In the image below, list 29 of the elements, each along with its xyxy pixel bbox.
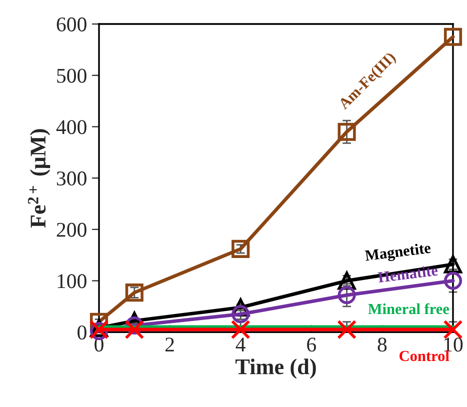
- y-tick-label: 600: [56, 17, 86, 32]
- y-tick-label: 200: [56, 222, 86, 237]
- point: [125, 284, 144, 302]
- point: [338, 122, 356, 141]
- y-tick-label: 0: [78, 325, 86, 340]
- y-tick-label: 100: [58, 274, 86, 288]
- point: [232, 305, 250, 324]
- x-tick-label: 6: [307, 338, 316, 352]
- text: Hematite: [378, 264, 438, 283]
- point: [444, 28, 462, 46]
- point: [338, 286, 356, 304]
- x-axis-title: Time (d): [235, 358, 316, 379]
- x-tick-label: 2: [166, 338, 174, 352]
- y-tick-label: 400: [56, 120, 86, 134]
- y-axis-title: Fe$^{2+}$ (μM): [28, 129, 50, 228]
- series-label: Mineral free: [368, 303, 450, 314]
- point: [337, 320, 357, 340]
- point: [232, 240, 250, 258]
- x-tick-label: 8: [378, 338, 387, 352]
- y-tick-label: 300: [56, 171, 86, 186]
- point: [444, 255, 462, 274]
- x-tick-label: 10: [444, 338, 463, 352]
- y-tick-label: 500: [57, 68, 86, 83]
- point: [443, 320, 463, 340]
- point: [444, 272, 462, 290]
- series-label: Control: [400, 350, 450, 362]
- point: [124, 320, 144, 340]
- text: Magnetite: [364, 242, 432, 264]
- x-tick-label: 4: [236, 338, 246, 352]
